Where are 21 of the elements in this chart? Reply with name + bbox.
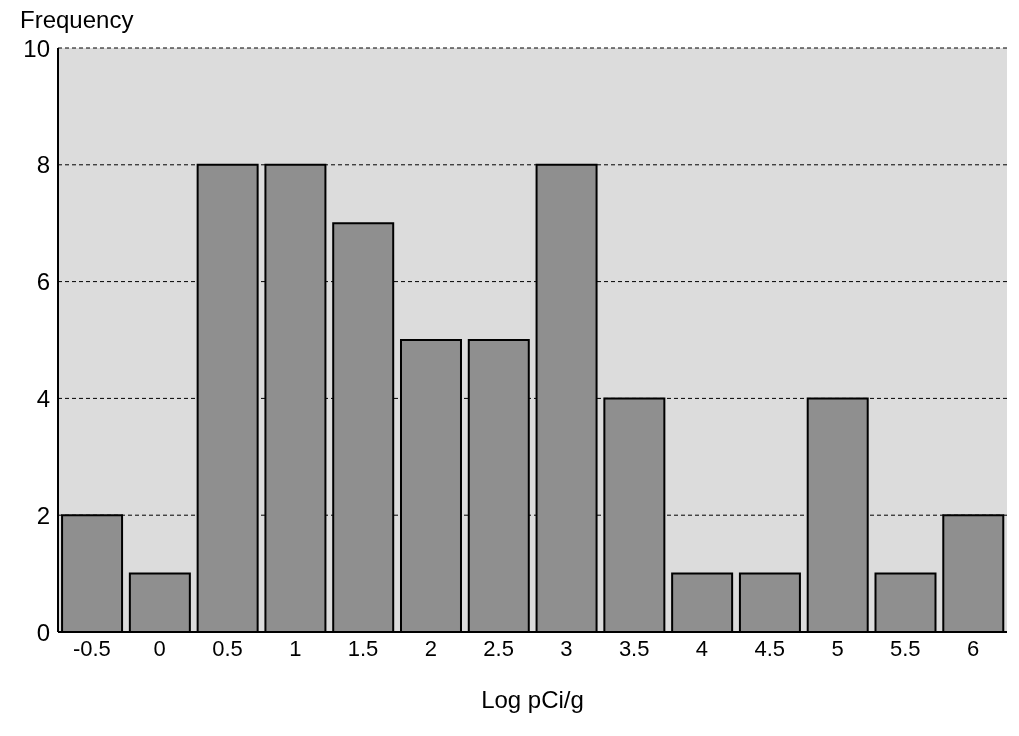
x-tick-label: 0	[153, 635, 166, 661]
x-tick-label: 2	[424, 635, 437, 661]
y-tick-label: 6	[36, 268, 50, 296]
x-tick-label: 3	[560, 635, 573, 661]
y-axis-title: Frequency	[20, 6, 135, 33]
x-tick-label: 4.5	[754, 635, 786, 661]
x-axis-title: Log pCi/g	[481, 686, 584, 713]
y-tick-label: 10	[23, 34, 50, 62]
x-tick-label: 5	[831, 635, 844, 661]
y-tick-label: 2	[36, 501, 50, 529]
x-tick-label: 3.5	[618, 635, 650, 661]
y-tick-label: 8	[36, 151, 50, 179]
x-tick-label: 1	[289, 635, 302, 661]
x-tick-label: -0.5	[72, 635, 111, 661]
x-tick-label: 1.5	[347, 635, 379, 661]
y-tick-label: 4	[36, 384, 50, 412]
x-tick-label: 0.5	[212, 635, 243, 661]
x-tick-label: 4	[695, 635, 709, 661]
x-tick-label: 6	[966, 635, 980, 661]
x-tick-label: 5.5	[890, 635, 921, 661]
x-tick-label: 2.5	[483, 635, 514, 661]
